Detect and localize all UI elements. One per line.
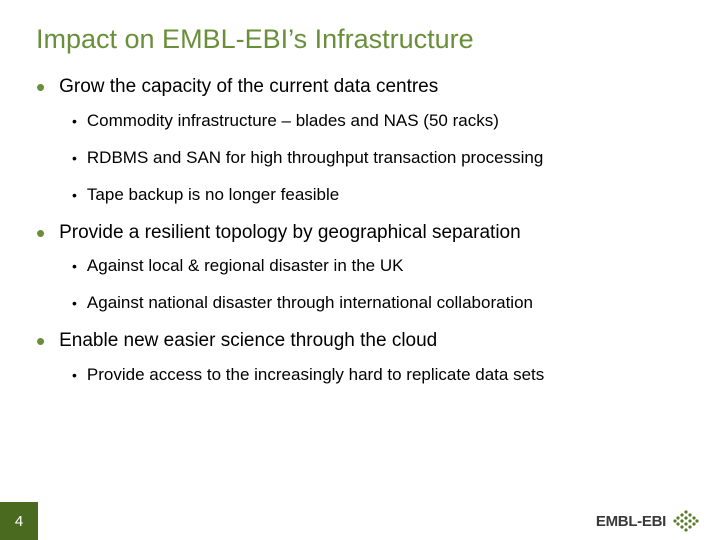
bullet-text: Enable new easier science through the cl… <box>59 329 437 354</box>
bullet-lvl2: • Commodity infrastructure – blades and … <box>72 110 684 133</box>
bullet-lvl1: • Grow the capacity of the current data … <box>36 75 684 207</box>
page-number: 4 <box>15 513 23 530</box>
bullet-row: • Provide a resilient topology by geogra… <box>36 221 684 246</box>
bullet-marker-icon: • <box>72 110 77 132</box>
bullet-marker-icon: • <box>36 331 45 351</box>
bullet-marker-icon: • <box>72 364 77 386</box>
sub-bullet-list: • Commodity infrastructure – blades and … <box>72 110 684 207</box>
slide-title: Impact on EMBL-EBI’s Infrastructure <box>36 24 684 55</box>
bullet-text: Grow the capacity of the current data ce… <box>59 75 438 100</box>
sub-bullet-list: • Provide access to the increasingly har… <box>72 364 684 387</box>
bullet-marker-icon: • <box>72 292 77 314</box>
sub-bullet-text: Commodity infrastructure – blades and NA… <box>87 110 499 133</box>
bullet-lvl2: • RDBMS and SAN for high throughput tran… <box>72 147 684 170</box>
bullet-marker-icon: • <box>72 147 77 169</box>
brand-logo-icon <box>672 509 700 533</box>
bullet-marker-icon: • <box>36 223 45 243</box>
bullet-lvl2: • Against local & regional disaster in t… <box>72 255 684 278</box>
sub-bullet-text: Tape backup is no longer feasible <box>87 184 339 207</box>
bullet-lvl2: • Against national disaster through inte… <box>72 292 684 315</box>
sub-bullet-text: Against national disaster through intern… <box>87 292 533 315</box>
bullet-lvl1: • Enable new easier science through the … <box>36 329 684 387</box>
bullet-marker-icon: • <box>72 255 77 277</box>
slide-footer: 4 EMBL-EBI <box>0 502 720 540</box>
bullet-row: • Grow the capacity of the current data … <box>36 75 684 100</box>
bullet-text: Provide a resilient topology by geograph… <box>59 221 521 246</box>
page-number-box: 4 <box>0 502 38 540</box>
brand-text: EMBL-EBI <box>596 513 666 530</box>
sub-bullet-list: • Against local & regional disaster in t… <box>72 255 684 315</box>
bullet-row: • Enable new easier science through the … <box>36 329 684 354</box>
brand: EMBL-EBI <box>596 509 700 533</box>
bullet-lvl2: • Tape backup is no longer feasible <box>72 184 684 207</box>
bullet-list: • Grow the capacity of the current data … <box>36 75 684 387</box>
sub-bullet-text: Provide access to the increasingly hard … <box>87 364 544 387</box>
sub-bullet-text: Against local & regional disaster in the… <box>87 255 404 278</box>
bullet-lvl2: • Provide access to the increasingly har… <box>72 364 684 387</box>
bullet-lvl1: • Provide a resilient topology by geogra… <box>36 221 684 316</box>
sub-bullet-text: RDBMS and SAN for high throughput transa… <box>87 147 543 170</box>
bullet-marker-icon: • <box>36 77 45 97</box>
bullet-marker-icon: • <box>72 184 77 206</box>
slide: Impact on EMBL-EBI’s Infrastructure • Gr… <box>0 0 720 540</box>
